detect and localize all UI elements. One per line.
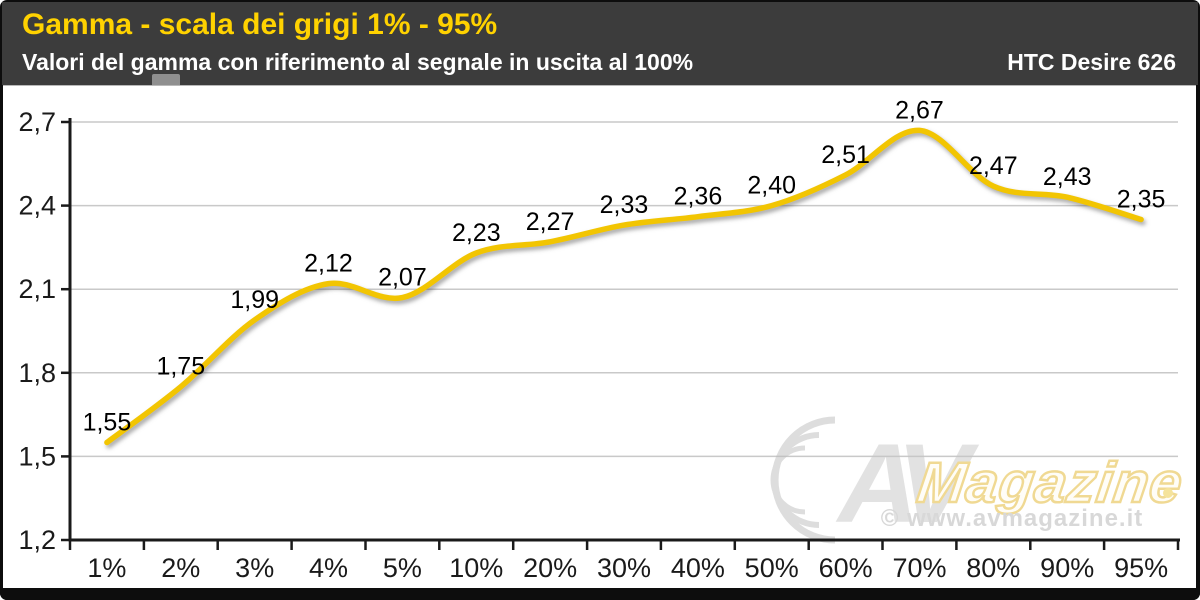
device-name: HTC Desire 626 <box>1007 49 1176 75</box>
footer-bar <box>0 588 1200 600</box>
chart-subtitle: Valori del gamma con riferimento al segn… <box>22 49 694 75</box>
header-notch <box>152 74 180 85</box>
chart-header: Gamma - scala dei grigi 1% - 95% Valori … <box>2 2 1198 85</box>
chart-title: Gamma - scala dei grigi 1% - 95% <box>22 8 498 41</box>
plot-area <box>3 85 1196 588</box>
